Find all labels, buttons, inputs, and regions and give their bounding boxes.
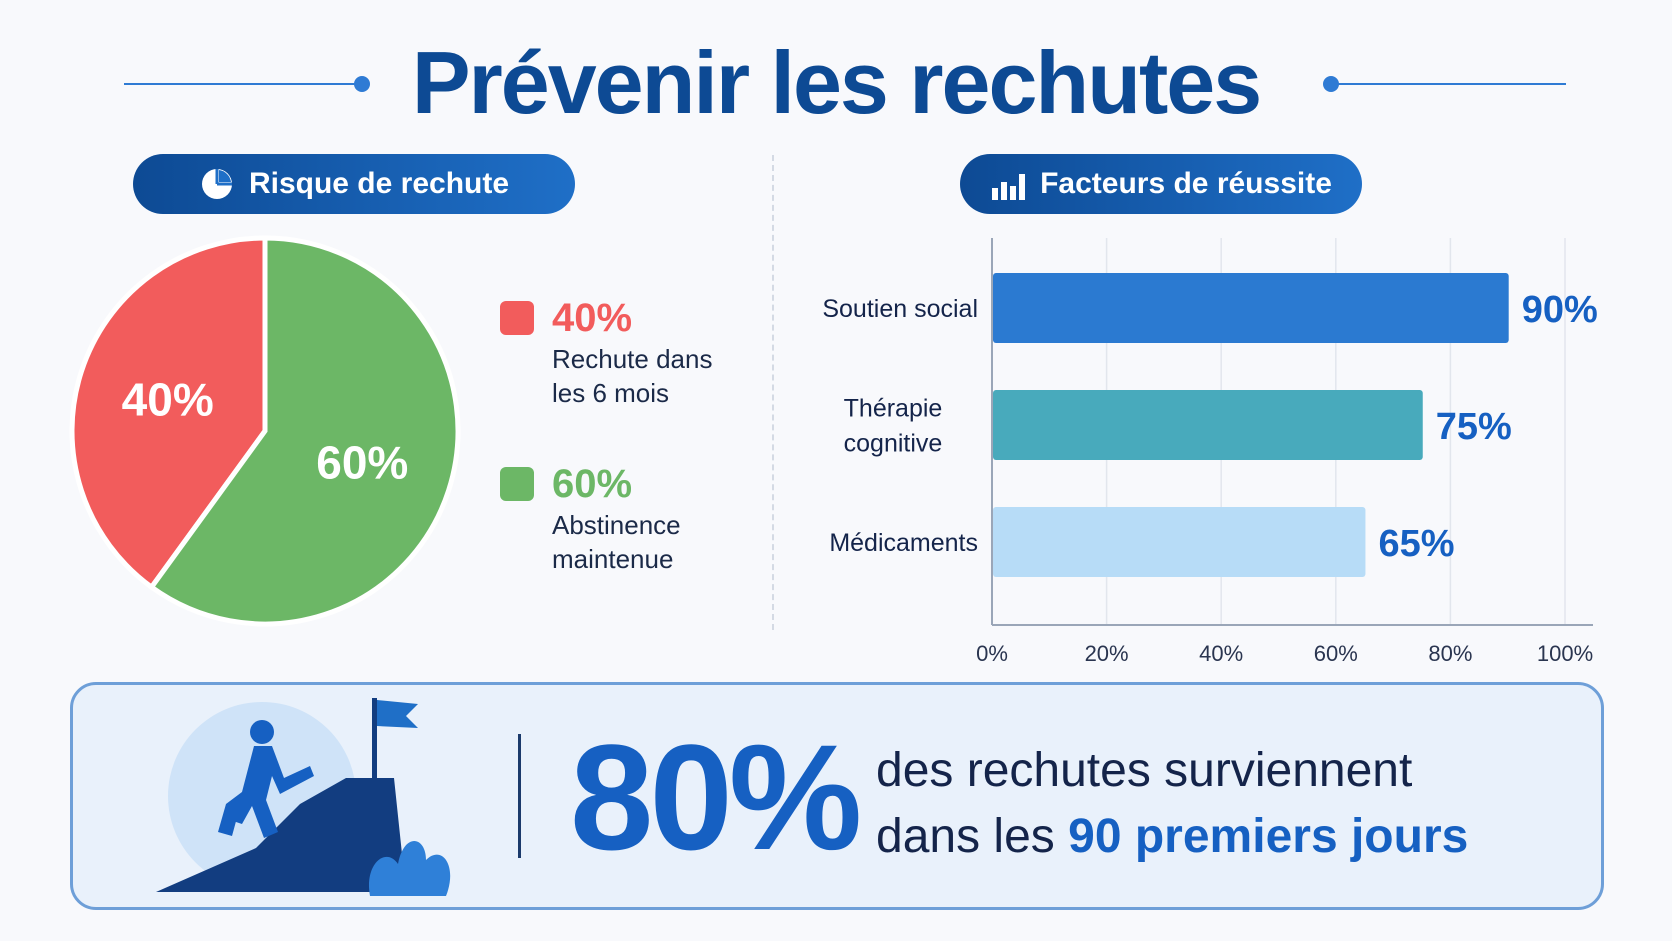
pie-slice-label-1: 40% [122,373,214,425]
success-section-label: Facteurs de réussite [1040,167,1332,200]
bar-1 [993,273,1509,343]
bar-chart-icon [992,174,1026,200]
legend-swatch-abstinence [500,467,534,501]
person-climbing-to-flag-icon [156,698,451,896]
legend-label-abstinence-line2: maintenue [552,544,674,574]
bar-value-label-2: 75% [1436,406,1512,448]
title-rule-right [1336,83,1566,85]
bar-category-label-2: Thérapie [844,395,943,423]
relapse-pie-chart: 40% 60% [69,235,461,627]
x-tick-label: 100% [1537,641,1593,666]
risk-section-header: Risque de rechute [133,154,575,214]
key-stat-line2-highlight: 90 premiers jours [1068,810,1469,863]
success-section-header: Facteurs de réussite [960,154,1362,214]
title-dot-left [354,76,370,92]
legend-label-relapse-line2: les 6 mois [552,378,670,408]
success-factors-bar-chart: 0% 20% 40% 60% 80% 100% 90% Soutien social 75% Th… [822,238,1598,666]
section-divider [772,155,774,630]
x-tick-label: 20% [1085,641,1129,666]
key-stat-percent: 80% [570,713,862,881]
key-stat-line2-plain: dans les [876,810,1055,863]
x-tick-label: 80% [1428,641,1472,666]
bar-value-label-3: 65% [1378,523,1454,565]
legend-label-abstinence: Abstinence maintenue [552,508,772,576]
bar-category-label-2: cognitive [844,430,943,458]
key-stat-line1: des rechutes surviennent [876,744,1413,797]
pie-chart-icon [201,169,232,199]
x-tick-label: 40% [1199,641,1243,666]
pie-slice-label-2: 60% [316,437,408,489]
x-tick-label: 60% [1314,641,1358,666]
bar-category-label-3: Médicaments [829,529,978,557]
key-stat-line2: dans les 90 premiers jours [876,808,1468,866]
legend-swatch-relapse [500,301,534,335]
pie-slice-2 [148,235,461,627]
bar-category-label-1: Soutien social [822,295,978,323]
title-rule-left [124,83,360,85]
legend-label-relapse: Rechute dans les 6 mois [552,342,772,410]
x-tick-label: 0% [976,641,1008,666]
legend-label-relapse-line1: Rechute dans [552,344,713,374]
page-title: Prévenir les rechutes [411,33,1262,132]
legend-percent-abstinence: 60% [552,462,633,506]
bar-value-label-1: 90% [1522,289,1598,331]
legend-percent-relapse: 40% [552,296,633,340]
legend-label-abstinence-line1: Abstinence [552,510,681,540]
title-dot-right [1323,76,1339,92]
bar-3 [993,507,1366,577]
pie-slice-1 [69,235,268,591]
banner-separator [518,734,521,858]
risk-section-label: Risque de rechute [248,167,510,200]
bar-2 [993,390,1423,460]
